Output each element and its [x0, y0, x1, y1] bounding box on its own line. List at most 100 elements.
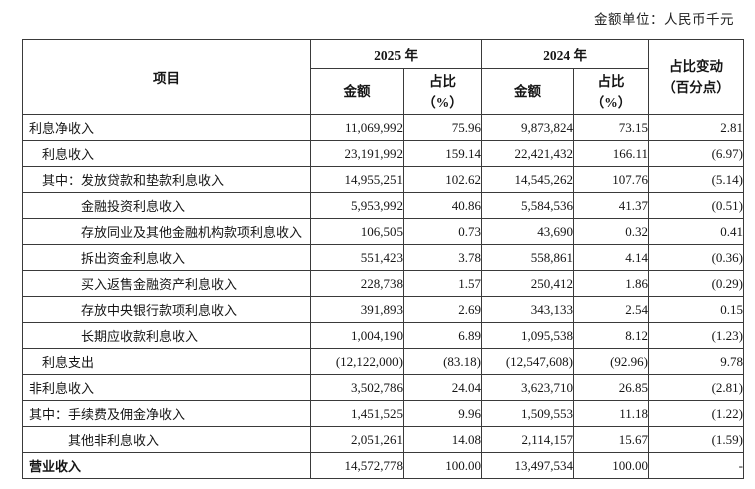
amount-2025-cell: 3,502,786	[310, 374, 404, 401]
header-year-2024: 2024 年	[481, 39, 649, 69]
row-item-label: 营业收入	[22, 452, 311, 479]
row-item-label: 存放中央银行款项利息收入	[22, 296, 311, 323]
row-item-label: 存放同业及其他金融机构款项利息收入	[22, 218, 311, 245]
amount-2024-cell: 558,861	[481, 244, 574, 271]
change-cell: 2.81	[648, 114, 744, 141]
header-change-line1: 占比变动	[669, 59, 723, 74]
amount-2025-cell: 23,191,992	[310, 140, 404, 167]
table-row: 利息净收入 11,069,992 75.96 9,873,824 73.15 2.81	[22, 114, 744, 141]
amount-2024-cell: 2,114,157	[481, 426, 574, 453]
table-row: 其中：发放贷款和垫款利息收入 14,955,251 102.62 14,545,262…	[22, 166, 744, 193]
amount-2024-cell: (12,547,608)	[481, 348, 574, 375]
amount-2024-cell: 13,497,534	[481, 452, 574, 479]
pct-2024-cell: 2.54	[573, 296, 649, 323]
pct-2024-cell: 8.12	[573, 322, 649, 349]
pct-2025-cell: 2.69	[403, 296, 482, 323]
amount-2024-cell: 250,412	[481, 270, 574, 297]
table-row: 利息支出 (12,122,000) (83.18) (12,547,608) (92.9…	[22, 348, 744, 375]
pct-2024-cell: 11.18	[573, 400, 649, 427]
amount-2024-cell: 1,095,538	[481, 322, 574, 349]
change-cell: (1.23)	[648, 322, 744, 349]
pct-2024-cell: 73.15	[573, 114, 649, 141]
table-row: 营业收入 14,572,778 100.00 13,497,534 100.00-	[22, 452, 744, 479]
amount-2025-cell: 14,955,251	[310, 166, 404, 193]
pct-2024-cell: 100.00	[573, 452, 649, 479]
amount-2025-cell: 1,004,190	[310, 322, 404, 349]
pct-2025-cell: 0.73	[403, 218, 482, 245]
amount-2024-cell: 5,584,536	[481, 192, 574, 219]
row-item-label: 非利息收入	[22, 374, 311, 401]
pct-2024-cell: 166.11	[573, 140, 649, 167]
amount-2024-cell: 22,421,432	[481, 140, 574, 167]
pct-2025-cell: 75.96	[403, 114, 482, 141]
header-year-2025: 2025 年	[310, 39, 482, 69]
change-cell: (5.14)	[648, 166, 744, 193]
row-item-label: 其他非利息收入	[22, 426, 311, 453]
amount-2024-cell: 3,623,710	[481, 374, 574, 401]
change-cell: 0.15	[648, 296, 744, 323]
amount-2024-cell: 9,873,824	[481, 114, 574, 141]
table-body: 利息净收入 11,069,992 75.96 9,873,824 73.15 2.81 利息…	[22, 114, 744, 479]
pct-2024-cell: 26.85	[573, 374, 649, 401]
header-amount-2025: 金额	[310, 68, 404, 115]
pct-2024-cell: 4.14	[573, 244, 649, 271]
change-cell: (0.29)	[648, 270, 744, 297]
pct-2024-cell: 15.67	[573, 426, 649, 453]
table-row: 拆出资金利息收入 551,423 3.78 558,861 4.14 (0.36)	[22, 244, 744, 271]
row-item-label: 长期应收款利息收入	[22, 322, 311, 349]
pct-2025-cell: 102.62	[403, 166, 482, 193]
header-pct-2025-line2: （%）	[422, 94, 463, 110]
header-row-years: 项目 2025 年 2024 年 占比变动 （百分点）	[22, 39, 744, 115]
amount-2024-cell: 1,509,553	[481, 400, 574, 427]
change-cell: (6.97)	[648, 140, 744, 167]
unit-note: 金额单位：人民币千元	[594, 12, 734, 27]
amount-2024-cell: 43,690	[481, 218, 574, 245]
header-pct-2025-line1: 占比	[429, 73, 456, 89]
amount-2025-cell: 2,051,261	[310, 426, 404, 453]
change-cell: (1.59)	[648, 426, 744, 453]
amount-2025-cell: 5,953,992	[310, 192, 404, 219]
change-cell: 0.41	[648, 218, 744, 245]
row-item-label: 利息净收入	[22, 114, 311, 141]
header-pct-2024-line2: （%）	[590, 94, 632, 110]
table-row: 存放中央银行款项利息收入 391,893 2.69 343,133 2.54 0.15	[22, 296, 744, 323]
pct-2025-cell: 3.78	[403, 244, 482, 271]
header-pct-2024: 占比 （%）	[573, 68, 649, 115]
pct-2024-cell: (92.96)	[573, 348, 649, 375]
pct-2025-cell: 1.57	[403, 270, 482, 297]
pct-2024-cell: 41.37	[573, 192, 649, 219]
amount-2024-cell: 343,133	[481, 296, 574, 323]
pct-2024-cell: 107.76	[573, 166, 649, 193]
pct-2025-cell: 6.89	[403, 322, 482, 349]
header-item: 项目	[22, 39, 311, 115]
header-change: 占比变动 （百分点）	[648, 39, 744, 115]
change-cell: (2.81)	[648, 374, 744, 401]
pct-2024-cell: 1.86	[573, 270, 649, 297]
pct-2025-cell: (83.18)	[403, 348, 482, 375]
pct-2025-cell: 9.96	[403, 400, 482, 427]
amount-2025-cell: 14,572,778	[310, 452, 404, 479]
change-cell: (0.51)	[648, 192, 744, 219]
pct-2025-cell: 40.86	[403, 192, 482, 219]
pct-2025-cell: 159.14	[403, 140, 482, 167]
table-row: 金融投资利息收入 5,953,992 40.86 5,584,536 41.37 (0.5…	[22, 192, 744, 219]
table-row: 利息收入 23,191,992 159.14 22,421,432 166.11 (6.9…	[22, 140, 744, 167]
change-cell: -	[648, 452, 744, 479]
header-pct-2025: 占比 （%）	[403, 68, 482, 115]
table-row: 其他非利息收入 2,051,261 14.08 2,114,157 15.67 (1.59…	[22, 426, 744, 453]
row-item-label: 利息支出	[22, 348, 311, 375]
table-row: 存放同业及其他金融机构款项利息收入 106,505 0.73 43,690 0.32 0.…	[22, 218, 744, 245]
header-pct-2024-line1: 占比	[597, 73, 625, 89]
table-row: 买入返售金融资产利息收入 228,738 1.57 250,412 1.86 (0.29)	[22, 270, 744, 297]
pct-2025-cell: 100.00	[403, 452, 482, 479]
pct-2025-cell: 14.08	[403, 426, 482, 453]
amount-2025-cell: 11,069,992	[310, 114, 404, 141]
amount-2024-cell: 14,545,262	[481, 166, 574, 193]
header-row-subcolumns: 金额 占比 （%） 金额 占比 （%）	[23, 68, 744, 115]
amount-2025-cell: 391,893	[310, 296, 404, 323]
pct-2024-cell: 0.32	[573, 218, 649, 245]
row-item-label: 其中：发放贷款和垫款利息收入	[22, 166, 311, 193]
change-cell: (0.36)	[648, 244, 744, 271]
table-row: 长期应收款利息收入 1,004,190 6.89 1,095,538 8.12 (1.23…	[22, 322, 744, 349]
